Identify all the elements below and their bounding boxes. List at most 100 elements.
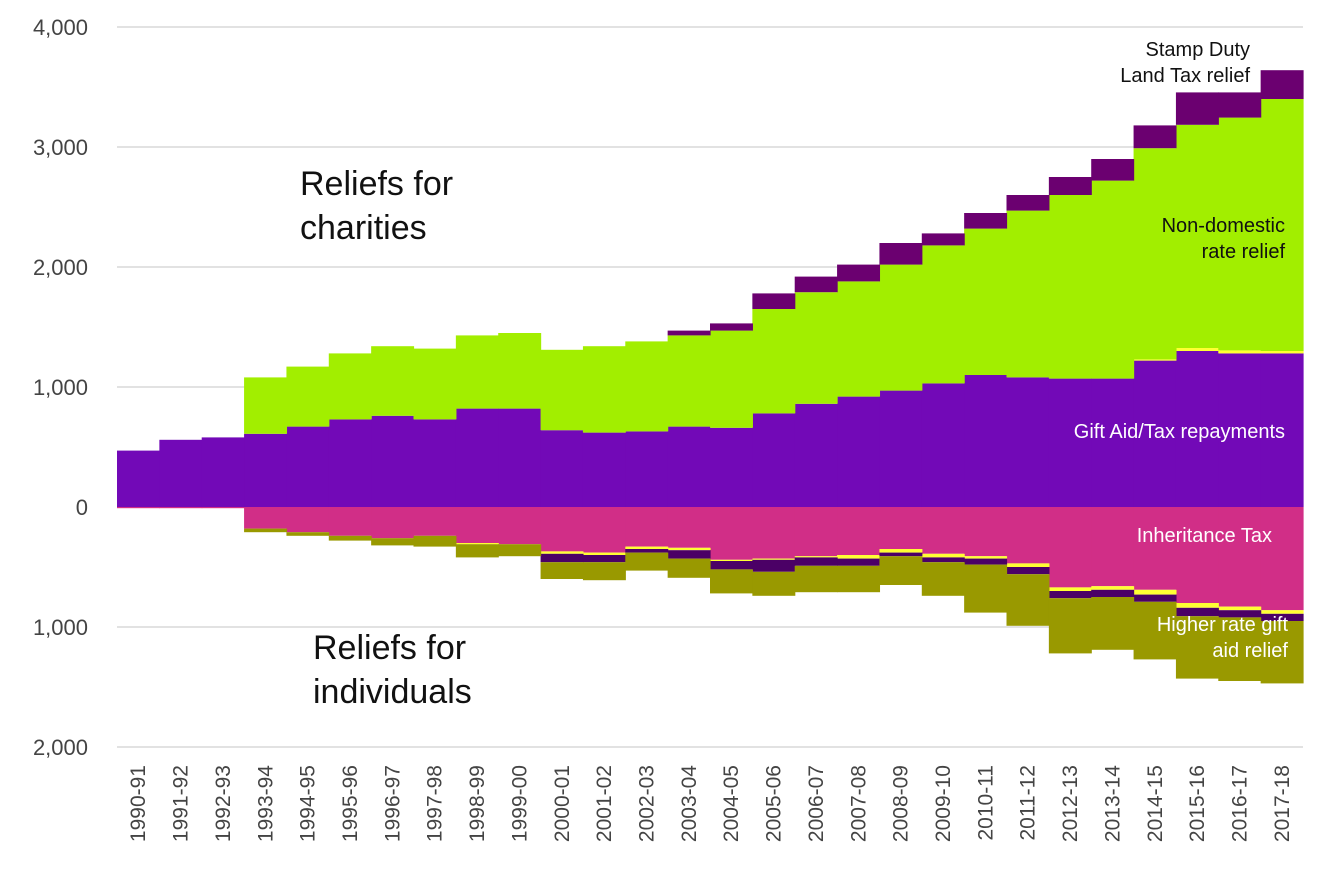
bar-stamp-duty-land-tax-relief <box>879 243 923 265</box>
bar-inheritance-tax <box>371 507 415 539</box>
bar-other-purple <box>1048 591 1092 599</box>
bar-non-domestic-rate-relief <box>625 341 669 432</box>
bar-stamp-duty-land-tax-relief <box>1006 195 1050 211</box>
group-label-individuals: Reliefs for individuals <box>313 629 472 711</box>
bar-inheritance-tax <box>1048 507 1092 588</box>
bar-inheritance-tax <box>667 507 711 548</box>
bar-other-purple <box>794 557 838 566</box>
bar-other-purple <box>1260 613 1304 621</box>
bar-stamp-duty-land-tax-relief <box>1091 159 1135 181</box>
bar-non-domestic-rate-relief <box>964 228 1008 375</box>
x-tick-label: 2013-14 <box>1101 765 1124 842</box>
bar-non-domestic-rate-relief <box>328 353 372 420</box>
x-tick-label: 2014-15 <box>1144 765 1167 842</box>
bar-inheritance-tax <box>117 507 160 509</box>
bar-higher-rate-gift-aid-relief <box>1091 597 1135 650</box>
bar-non-domestic-rate-relief <box>413 348 457 420</box>
bar-gift-aid-tax-repayments <box>244 433 288 507</box>
bar-higher-rate-gift-aid-relief <box>879 556 923 585</box>
bar-inheritance-tax <box>1175 507 1219 603</box>
bar-other-purple <box>879 552 923 557</box>
bar-other-yellow <box>455 543 499 545</box>
x-tick-label: 1997-98 <box>424 765 447 842</box>
bar-non-domestic-rate-relief <box>710 330 753 428</box>
x-tick-label: 2011-12 <box>1017 765 1040 841</box>
bar-gift-aid-tax-repayments <box>371 415 415 507</box>
series-label-non-domestic: Non-domestic rate relief <box>1162 215 1286 263</box>
bar-higher-rate-gift-aid-relief <box>794 565 838 593</box>
bar-higher-rate-gift-aid-relief <box>837 565 881 593</box>
x-tick-label: 2005-06 <box>763 765 786 842</box>
y-axis-ticks: 4,000 3,000 2,000 1,000 0 1,000 2,000 <box>33 15 88 760</box>
bar-other-purple <box>710 561 753 570</box>
bar-stamp-duty-land-tax-relief <box>667 330 711 336</box>
bar-inheritance-tax <box>582 507 626 553</box>
bar-inheritance-tax <box>244 507 288 529</box>
bar-gift-aid-tax-repayments <box>752 413 796 507</box>
bar-inheritance-tax <box>1133 507 1177 590</box>
x-tick-label: 2010-11 <box>974 765 997 841</box>
bar-gift-aid-tax-repayments <box>540 430 584 507</box>
bar-higher-rate-gift-aid-relief <box>286 532 330 536</box>
bar-other-purple <box>1218 610 1262 618</box>
bar-other-yellow <box>667 547 711 551</box>
bar-other-yellow <box>1175 603 1219 608</box>
bar-gift-aid-tax-repayments <box>1048 378 1092 507</box>
x-tick-label: 1990-91 <box>127 765 150 842</box>
bar-other-purple <box>582 555 626 563</box>
series-labels: Reliefs for charities Reliefs for individua… <box>300 39 1288 711</box>
bar-non-domestic-rate-relief <box>540 349 584 431</box>
x-tick-label: 2008-09 <box>890 765 913 842</box>
bar-non-domestic-rate-relief <box>667 335 711 427</box>
bar-inheritance-tax <box>1006 507 1050 564</box>
bar-other-yellow <box>1133 589 1177 595</box>
bar-other-yellow <box>794 556 838 558</box>
bar-gift-aid-tax-repayments <box>455 408 499 507</box>
bar-non-domestic-rate-relief <box>921 245 965 384</box>
bar-stamp-duty-land-tax-relief <box>752 293 796 309</box>
bar-other-yellow <box>879 549 923 553</box>
bar-gift-aid-tax-repayments <box>710 427 753 507</box>
bar-non-domestic-rate-relief <box>286 366 330 427</box>
bar-stamp-duty-land-tax-relief <box>964 213 1008 229</box>
bar-gift-aid-tax-repayments <box>117 450 160 507</box>
bar-inheritance-tax <box>879 507 923 549</box>
series-label-higher-rate: Higher rate gift aid relief <box>1157 614 1289 662</box>
bar-higher-rate-gift-aid-relief <box>1133 601 1177 660</box>
bar-other-yellow <box>582 552 626 555</box>
x-tick-label: 1991-92 <box>170 765 193 842</box>
bar-other-yellow <box>710 559 753 561</box>
x-tick-label: 2004-05 <box>720 765 743 842</box>
bar-other-yellow <box>964 556 1008 559</box>
bar-other-purple <box>1091 589 1135 597</box>
bar-inheritance-tax <box>328 507 372 536</box>
bar-gift-aid-tax-repayments <box>1260 353 1304 507</box>
bar-inheritance-tax <box>286 507 330 533</box>
bar-gift-aid-tax-repayments <box>625 431 669 507</box>
bar-inheritance-tax <box>710 507 753 560</box>
bar-other-purple <box>921 557 965 563</box>
x-tick-label: 2007-08 <box>847 765 870 842</box>
bar-stamp-duty-land-tax-relief <box>1175 92 1219 125</box>
bar-gift-aid-tax-repayments <box>582 432 626 507</box>
x-tick-label: 2000-01 <box>551 765 574 842</box>
bar-gift-aid-tax-repayments <box>413 419 457 507</box>
bar-inheritance-tax <box>1260 507 1304 611</box>
bar-other-purple <box>1006 567 1050 575</box>
bar-higher-rate-gift-aid-relief <box>455 544 499 558</box>
bar-inheritance-tax <box>413 507 457 536</box>
bar-inheritance-tax <box>837 507 881 555</box>
x-tick-label: 2001-02 <box>593 765 616 842</box>
bar-non-domestic-rate-relief <box>1260 99 1304 351</box>
bar-gift-aid-tax-repayments <box>286 426 330 507</box>
bar-non-domestic-rate-relief <box>371 346 415 416</box>
bar-non-domestic-rate-relief <box>1091 180 1135 379</box>
bar-higher-rate-gift-aid-relief <box>1048 598 1092 654</box>
bar-other-yellow <box>1260 351 1304 354</box>
bar-other-yellow <box>1175 348 1219 351</box>
y-tick-label: 3,000 <box>33 135 88 160</box>
bar-non-domestic-rate-relief <box>582 346 626 433</box>
x-tick-label: 2003-04 <box>678 765 701 842</box>
bar-stamp-duty-land-tax-relief <box>1260 70 1304 99</box>
y-tick-label: 1,000 <box>33 615 88 640</box>
